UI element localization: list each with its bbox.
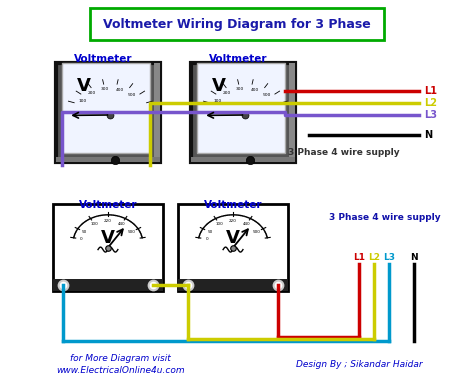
Text: L1: L1 <box>353 253 365 262</box>
Text: 3 Phase 4 wire supply: 3 Phase 4 wire supply <box>329 213 441 222</box>
Text: Design By ; Sikandar Haidar: Design By ; Sikandar Haidar <box>296 360 422 369</box>
Text: V: V <box>77 76 91 94</box>
Bar <box>178 204 288 291</box>
Text: L1: L1 <box>424 86 437 96</box>
Bar <box>56 63 160 162</box>
Text: Voltmeter: Voltmeter <box>209 54 267 64</box>
Text: 500: 500 <box>127 230 135 234</box>
Text: N: N <box>410 253 418 262</box>
Text: V: V <box>212 76 226 94</box>
Text: 100: 100 <box>214 99 222 103</box>
Text: 200: 200 <box>223 91 231 95</box>
Bar <box>154 63 160 162</box>
Bar <box>289 63 295 162</box>
Text: 100: 100 <box>216 222 224 226</box>
Text: Voltmeter: Voltmeter <box>204 200 262 210</box>
Text: L3: L3 <box>424 109 437 119</box>
Text: 440: 440 <box>118 222 125 226</box>
Text: 0: 0 <box>80 237 83 241</box>
Bar <box>191 63 295 162</box>
Text: V: V <box>226 228 240 247</box>
Text: 440: 440 <box>243 222 250 226</box>
Text: 300: 300 <box>100 87 109 91</box>
Text: www.ElectricalOnline4u.com: www.ElectricalOnline4u.com <box>56 366 185 375</box>
Text: L2: L2 <box>368 253 380 262</box>
Bar <box>54 280 163 291</box>
Text: 220: 220 <box>104 219 112 223</box>
Text: 3 Phase 4 wire supply: 3 Phase 4 wire supply <box>288 148 400 157</box>
Text: L2: L2 <box>424 98 437 108</box>
Text: 0: 0 <box>205 237 208 241</box>
Text: 400: 400 <box>251 88 259 92</box>
Text: 50: 50 <box>207 230 212 234</box>
Text: 500: 500 <box>128 93 137 97</box>
Text: 400: 400 <box>116 88 124 92</box>
Bar <box>191 157 295 162</box>
Text: 100: 100 <box>91 222 99 226</box>
Text: for More Diagram visit: for More Diagram visit <box>71 354 171 363</box>
Text: N: N <box>424 131 432 141</box>
Bar <box>56 157 160 162</box>
Text: 300: 300 <box>236 87 244 91</box>
Bar <box>62 63 150 153</box>
Bar <box>178 280 288 291</box>
Text: 50: 50 <box>82 230 87 234</box>
Text: 200: 200 <box>88 91 96 95</box>
FancyBboxPatch shape <box>90 8 384 40</box>
Text: Voltmeter Wiring Diagram for 3 Phase: Voltmeter Wiring Diagram for 3 Phase <box>103 18 371 31</box>
Text: V: V <box>101 228 115 247</box>
Text: L3: L3 <box>383 253 395 262</box>
Bar <box>54 204 163 291</box>
Text: 500: 500 <box>252 230 260 234</box>
Text: 100: 100 <box>79 99 87 103</box>
Text: Voltmeter: Voltmeter <box>79 200 137 210</box>
Text: Voltmeter: Voltmeter <box>74 54 132 64</box>
Text: 500: 500 <box>263 93 271 97</box>
Bar <box>197 63 285 153</box>
Text: 220: 220 <box>229 219 237 223</box>
